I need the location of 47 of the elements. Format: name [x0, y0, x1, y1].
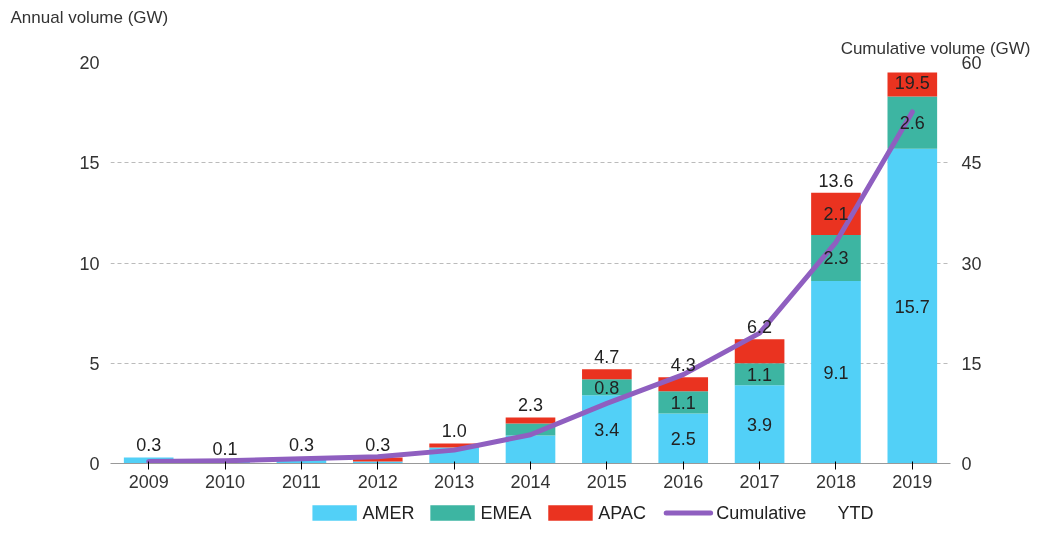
y-tick-label: 5 [89, 353, 100, 374]
x-tick-label: 2016 [663, 471, 704, 492]
data-label: 0.8 [594, 377, 620, 398]
y2-tick-label: 60 [961, 53, 982, 73]
total-label: 0.3 [136, 435, 162, 456]
total-label: 0.3 [288, 435, 314, 456]
x-tick-label: 2010 [205, 471, 246, 492]
total-label: 1.0 [441, 421, 467, 442]
text: YTD [837, 503, 874, 523]
data-label: 9.1 [823, 362, 849, 383]
total-label: 19.5 [894, 72, 930, 93]
legend-label: Cumulative [716, 503, 807, 523]
legend-label: APAC [598, 503, 647, 523]
x-tick-label: 2013 [434, 471, 475, 492]
y-tick-label: 15 [79, 153, 100, 174]
y2-tick-label: 45 [961, 153, 982, 174]
x-tick-label: 2019 [892, 471, 933, 492]
y2-tick-label: 0 [961, 454, 972, 474]
x-tick-label: 2011 [282, 471, 321, 492]
data-label: 1.1 [747, 364, 773, 385]
data-label: 2.1 [823, 204, 849, 225]
data-label: 3.9 [747, 414, 773, 435]
x-tick-label: 2009 [128, 471, 169, 492]
data-label: 3.4 [594, 419, 620, 440]
y-tick-label: 10 [79, 253, 100, 274]
data-label: 2.5 [670, 428, 696, 449]
total-label: 4.7 [594, 347, 620, 368]
total-label: 13.6 [818, 170, 854, 191]
y-tick-label: 20 [79, 53, 100, 73]
x-tick-label: 2015 [586, 471, 627, 492]
total-label: 2.3 [517, 395, 544, 416]
data-label: 1.1 [670, 392, 696, 413]
x-tick-label: 2018 [815, 471, 856, 492]
y-tick-label: 0 [89, 454, 100, 474]
x-tick-label: 2012 [357, 471, 398, 492]
legend-label: EMEA [480, 503, 532, 523]
total-label: 0.3 [365, 435, 391, 456]
y2-tick-label: 30 [961, 253, 982, 274]
y2-tick-label: 15 [961, 353, 982, 374]
data-label: 15.7 [894, 296, 930, 317]
x-tick-label: 2014 [510, 471, 551, 492]
legend-label: AMER [362, 503, 415, 523]
x-tick-label: 2017 [739, 471, 780, 492]
total-label: 4.3 [670, 355, 696, 376]
y-axis-title: Annual volume (GW) [10, 7, 169, 27]
total-label: 0.1 [212, 439, 238, 460]
data-label: 2.3 [823, 248, 849, 269]
